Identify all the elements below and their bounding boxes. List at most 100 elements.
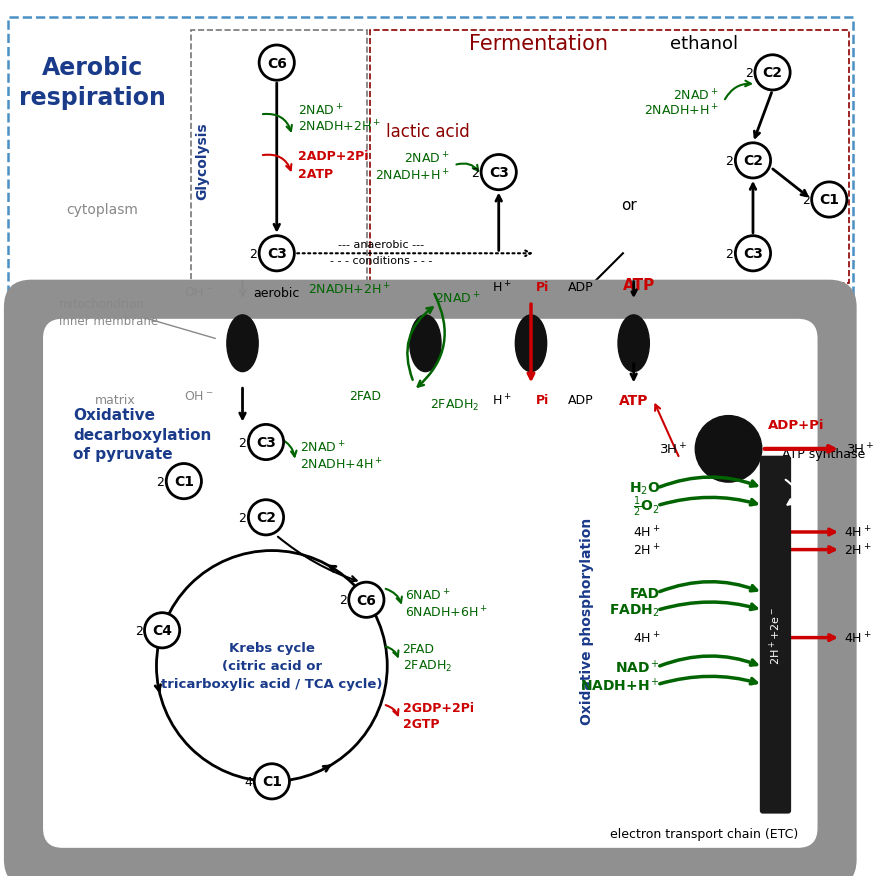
- Text: C2: C2: [763, 66, 782, 81]
- Text: C3: C3: [267, 247, 287, 261]
- Text: 2NAD$^+$: 2NAD$^+$: [673, 88, 719, 104]
- Circle shape: [144, 613, 180, 649]
- Text: NADH+H$^+$: NADH+H$^+$: [580, 676, 660, 694]
- Text: 2GDP+2Pi: 2GDP+2Pi: [402, 701, 473, 714]
- Text: --- anaerobic ---: --- anaerobic ---: [338, 240, 424, 250]
- Text: lactic acid: lactic acid: [386, 123, 470, 141]
- Text: Glycolysis: Glycolysis: [195, 122, 209, 200]
- Text: 2NADH+2H$^+$: 2NADH+2H$^+$: [308, 282, 391, 297]
- Text: 4H$^+$: 4H$^+$: [844, 525, 871, 540]
- Text: OH$^-$: OH$^-$: [184, 389, 213, 402]
- Text: 2: 2: [238, 511, 246, 525]
- Text: ADP+Pi: ADP+Pi: [767, 418, 825, 431]
- Text: 2: 2: [249, 247, 257, 260]
- Text: 4H$^+$: 4H$^+$: [633, 630, 660, 646]
- Text: C3: C3: [488, 166, 509, 180]
- Text: H$^+$: H$^+$: [492, 280, 511, 295]
- Text: C2: C2: [256, 510, 276, 525]
- FancyBboxPatch shape: [4, 280, 856, 886]
- Text: Pi: Pi: [536, 394, 549, 407]
- Text: 2: 2: [157, 475, 165, 488]
- Text: 2: 2: [725, 247, 733, 260]
- FancyBboxPatch shape: [43, 320, 818, 848]
- Text: 6NADH+6H$^+$: 6NADH+6H$^+$: [406, 604, 488, 619]
- Text: 2NAD$^+$: 2NAD$^+$: [298, 103, 344, 118]
- Text: aerobic: aerobic: [253, 286, 300, 299]
- Text: 2FADH$_2$: 2FADH$_2$: [402, 658, 452, 673]
- Text: 2NAD$^+$: 2NAD$^+$: [436, 291, 480, 307]
- Text: 2FADH$_2$: 2FADH$_2$: [430, 398, 480, 413]
- Text: 2NADH+H$^+$: 2NADH+H$^+$: [375, 168, 450, 183]
- Text: ATP: ATP: [619, 393, 649, 408]
- Text: H$^+$: H$^+$: [492, 392, 511, 408]
- Text: OH$^-$: OH$^-$: [184, 285, 213, 299]
- Text: 4: 4: [245, 775, 253, 788]
- Text: ADP: ADP: [568, 281, 594, 293]
- Text: 2H$^+$: 2H$^+$: [844, 542, 871, 557]
- Circle shape: [259, 46, 294, 82]
- Text: 4H$^+$: 4H$^+$: [844, 630, 871, 646]
- Text: mitochondrion:
inner membrane: mitochondrion: inner membrane: [59, 298, 158, 328]
- Text: Fermentation: Fermentation: [469, 34, 608, 54]
- Text: 2FAD: 2FAD: [402, 642, 435, 656]
- Text: C1: C1: [174, 475, 194, 488]
- Text: 2: 2: [238, 436, 246, 449]
- Text: C2: C2: [743, 154, 763, 168]
- Text: 3H$^+$: 3H$^+$: [846, 442, 875, 457]
- Text: C1: C1: [819, 193, 840, 207]
- Ellipse shape: [516, 315, 546, 372]
- Text: ADP: ADP: [568, 394, 594, 407]
- Circle shape: [348, 582, 384, 618]
- Text: 2NAD$^+$: 2NAD$^+$: [300, 439, 346, 455]
- Text: Pi: Pi: [536, 281, 549, 293]
- FancyBboxPatch shape: [759, 456, 791, 813]
- Text: 2: 2: [802, 194, 810, 206]
- Text: 2H$^+$: 2H$^+$: [633, 542, 660, 557]
- Text: 2: 2: [745, 66, 753, 80]
- Circle shape: [811, 183, 847, 218]
- Text: 2: 2: [725, 155, 733, 167]
- Text: or: or: [621, 198, 636, 213]
- Circle shape: [248, 500, 283, 535]
- Text: 2NADH+4H$^+$: 2NADH+4H$^+$: [300, 456, 383, 471]
- Text: 2NAD$^+$: 2NAD$^+$: [404, 152, 450, 167]
- Text: Oxidative
decarboxylation
of pyruvate: Oxidative decarboxylation of pyruvate: [73, 408, 212, 462]
- Text: FAD: FAD: [630, 586, 660, 600]
- Text: $\frac{1}{2}$O$_2$: $\frac{1}{2}$O$_2$: [633, 494, 660, 518]
- Text: 2H$^+$+2e$^-$: 2H$^+$+2e$^-$: [768, 606, 783, 664]
- Text: 6NAD$^+$: 6NAD$^+$: [406, 587, 451, 602]
- Text: ATP synthase: ATP synthase: [782, 447, 866, 461]
- Text: FADH$_2$: FADH$_2$: [609, 602, 660, 618]
- Text: 3H$^+$: 3H$^+$: [659, 442, 687, 457]
- Circle shape: [695, 416, 762, 483]
- Circle shape: [755, 56, 790, 91]
- Text: 2: 2: [472, 167, 480, 179]
- Text: Aerobic
respiration: Aerobic respiration: [19, 56, 166, 110]
- Text: - - - conditions - - -: - - - conditions - - -: [330, 256, 433, 266]
- Text: ethanol: ethanol: [670, 35, 738, 53]
- Circle shape: [259, 237, 294, 272]
- Ellipse shape: [410, 315, 441, 372]
- Text: C6: C6: [356, 593, 377, 607]
- Ellipse shape: [227, 315, 258, 372]
- Circle shape: [736, 237, 771, 272]
- Text: 2ATP: 2ATP: [298, 167, 334, 181]
- Text: 2GTP: 2GTP: [402, 718, 439, 731]
- Text: C3: C3: [256, 436, 276, 449]
- Text: 2ADP+2Pi: 2ADP+2Pi: [298, 150, 369, 163]
- Text: 2: 2: [135, 624, 143, 637]
- Circle shape: [166, 464, 202, 499]
- Circle shape: [736, 144, 771, 179]
- Circle shape: [248, 425, 283, 460]
- Text: Oxidative phosphorylation: Oxidative phosphorylation: [580, 517, 594, 724]
- Text: ATP: ATP: [622, 277, 655, 292]
- Text: 2FAD: 2FAD: [349, 389, 381, 402]
- Text: C4: C4: [152, 624, 172, 638]
- Circle shape: [254, 764, 290, 799]
- Text: C6: C6: [267, 57, 287, 71]
- Text: C3: C3: [743, 247, 763, 261]
- Text: electron transport chain (ETC): electron transport chain (ETC): [610, 827, 798, 840]
- Text: 2: 2: [339, 594, 347, 607]
- Text: 2NADH+H$^+$: 2NADH+H$^+$: [644, 103, 719, 118]
- Text: NAD$^+$: NAD$^+$: [615, 658, 660, 676]
